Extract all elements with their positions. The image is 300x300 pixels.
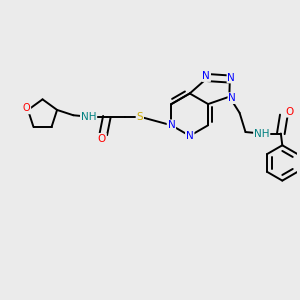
Text: O: O <box>285 107 293 117</box>
Text: NH: NH <box>254 128 269 139</box>
Text: N: N <box>228 93 236 103</box>
Text: O: O <box>23 103 30 113</box>
Text: N: N <box>186 131 194 141</box>
Text: N: N <box>202 71 210 81</box>
Text: N: N <box>227 73 235 82</box>
Text: NH: NH <box>81 112 96 122</box>
Text: O: O <box>98 134 106 144</box>
Text: S: S <box>136 112 143 122</box>
Text: N: N <box>167 120 175 130</box>
